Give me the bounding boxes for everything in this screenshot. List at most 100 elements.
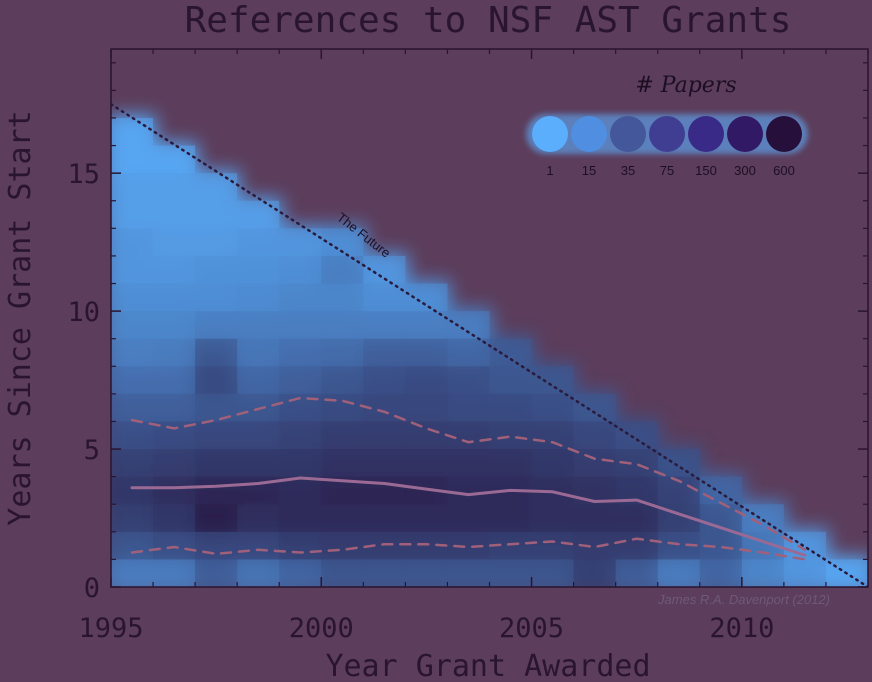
heatmap-cell — [321, 283, 364, 312]
heatmap-cell — [447, 449, 490, 477]
heatmap-cell — [573, 504, 616, 532]
heatmap-cell — [405, 393, 448, 422]
legend-dots: 1 15 35 75 150 300 600 — [526, 114, 808, 178]
heatmap-cell — [237, 311, 280, 339]
heatmap-cell — [531, 504, 574, 532]
heatmap-cell — [279, 228, 322, 256]
heatmap-cell — [363, 476, 406, 505]
legend-dot — [727, 116, 763, 152]
heatmap-cell — [279, 421, 322, 450]
credit-text: James R.A. Davenport (2012) — [657, 592, 830, 607]
legend-label: 75 — [660, 163, 674, 178]
heatmap-cell — [363, 283, 406, 312]
heatmap-cell — [153, 476, 196, 505]
heatmap-cell — [279, 283, 322, 312]
heatmap-cell — [279, 531, 322, 560]
heatmap-cell — [405, 421, 448, 450]
heatmap-cell — [111, 449, 154, 477]
heatmap-cell — [111, 145, 154, 174]
heatmap-cell — [195, 200, 238, 229]
heatmap-cell — [237, 200, 280, 229]
heatmap-cell — [195, 173, 238, 201]
heatmap-cell — [111, 421, 154, 450]
series-lines — [111, 102, 868, 587]
heatmap-cell — [741, 559, 784, 587]
heatmap-cell — [195, 283, 238, 312]
heatmap-cell — [447, 504, 490, 532]
heatmap-cell — [111, 200, 154, 229]
heatmap-cell — [237, 255, 280, 284]
heatmap-cell — [489, 393, 532, 422]
upper-quartile-line — [130, 396, 807, 552]
legend-dot — [532, 116, 568, 152]
heatmap-cell — [279, 504, 322, 532]
heatmap-cell — [195, 531, 238, 560]
heatmap-cell — [531, 449, 574, 477]
legend-label: 35 — [621, 163, 635, 178]
heatmap-cell — [321, 531, 364, 560]
heatmap-cell — [489, 559, 532, 587]
lower-quartile-line — [130, 537, 807, 561]
heatmap-cell — [447, 338, 490, 367]
heatmap-cell — [321, 504, 364, 532]
heatmap-cell — [195, 255, 238, 284]
heatmap-cell — [321, 338, 364, 367]
heatmap-cell — [279, 559, 322, 587]
heatmap-cell — [153, 173, 196, 201]
heatmap-cell — [195, 338, 238, 367]
heatmap-cell — [237, 228, 280, 256]
heatmap-cell — [699, 476, 742, 505]
x-axis-label: Year Grant Awarded — [325, 649, 650, 682]
y-tick-label: 0 — [84, 573, 100, 604]
legend-label: 600 — [773, 163, 795, 178]
heatmap-cell — [111, 559, 154, 587]
heatmap-cell — [153, 504, 196, 532]
heatmap-cell — [489, 449, 532, 477]
heatmap-cell — [237, 504, 280, 532]
heatmap-cell — [363, 421, 406, 450]
heatmap-cell — [573, 559, 616, 587]
heatmap-cell — [195, 311, 238, 339]
heatmap-cells — [111, 117, 868, 587]
heatmap-cell — [237, 283, 280, 312]
heatmap-cell — [447, 421, 490, 450]
heatmap-cell — [153, 200, 196, 229]
heatmap-cell — [195, 366, 238, 394]
legend-label: 150 — [695, 163, 717, 178]
heatmap-cell — [279, 255, 322, 284]
heatmap-cell — [195, 476, 238, 505]
heatmap-cell — [447, 393, 490, 422]
heatmap-cell — [321, 255, 364, 284]
heatmap-cell — [615, 504, 658, 532]
heatmap-cell — [279, 449, 322, 477]
heatmap-cell — [153, 283, 196, 312]
y-axis-label: Years Since Grant Start — [3, 110, 38, 525]
heatmap-cell — [195, 504, 238, 532]
heatmap-cell — [573, 393, 616, 422]
heatmap-cell — [153, 393, 196, 422]
heatmap-cell — [195, 559, 238, 587]
legend-label: 1 — [546, 163, 553, 178]
heatmap-cell — [153, 228, 196, 256]
y-tick-label: 15 — [67, 159, 100, 190]
heatmap-cell — [363, 366, 406, 394]
y-tick-label: 5 — [84, 435, 100, 466]
heatmap-cell — [321, 421, 364, 450]
heatmap-cell — [531, 393, 574, 422]
y-tick-label: 10 — [67, 297, 100, 328]
future-boundary-line — [111, 102, 868, 587]
heatmap-cell — [741, 504, 784, 532]
heatmap-cell — [447, 311, 490, 339]
x-tick-label: 1995 — [78, 613, 143, 644]
heatmap-cell — [237, 559, 280, 587]
heatmap-cell — [405, 504, 448, 532]
heatmap-cell — [237, 366, 280, 394]
heatmap-cell — [111, 504, 154, 532]
heatmap-cell — [279, 366, 322, 394]
heatmap-cell — [489, 338, 532, 367]
heatmap-cell — [111, 311, 154, 339]
heatmap-cell — [195, 228, 238, 256]
heatmap-cell — [237, 393, 280, 422]
heatmap-cell — [531, 559, 574, 587]
heatmap-cell — [111, 476, 154, 505]
